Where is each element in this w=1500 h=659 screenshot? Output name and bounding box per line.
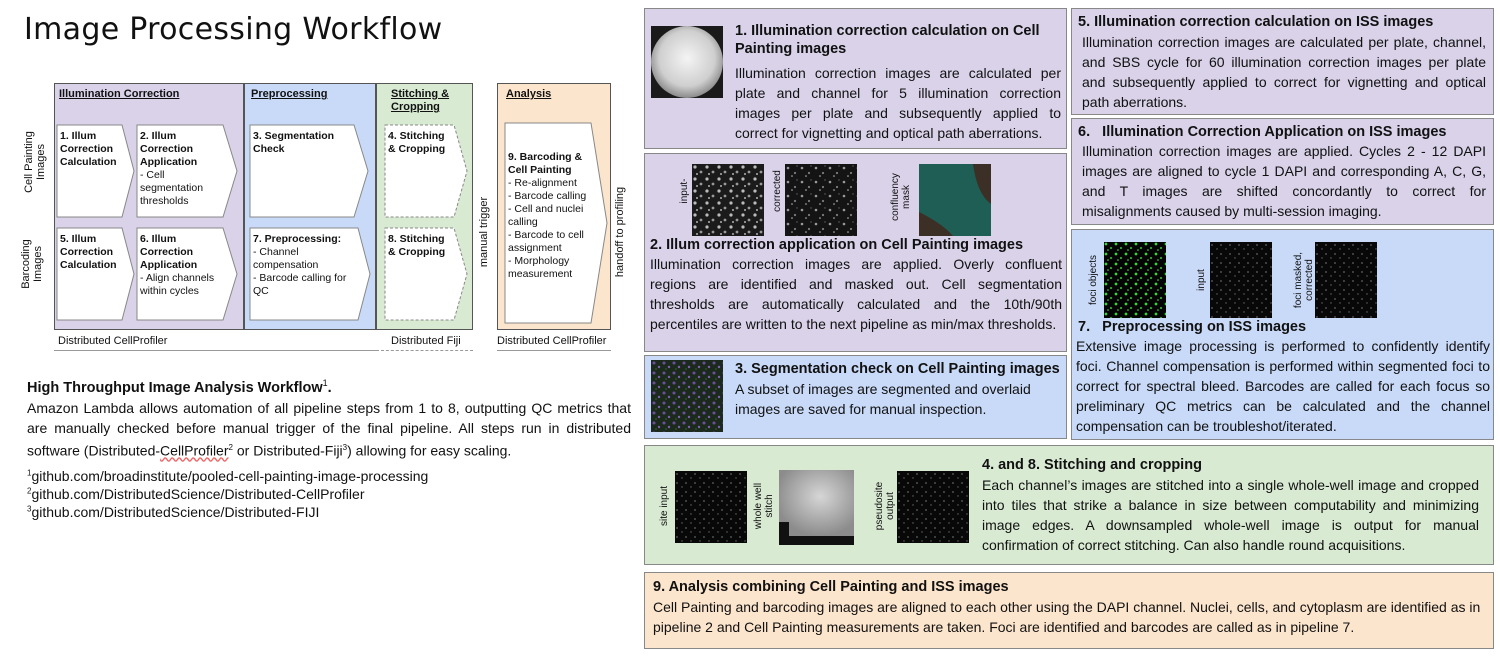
- footer-distributed-cellprofiler-analysis: Distributed CellProfiler: [497, 335, 607, 347]
- panel-7-input-image: [1210, 242, 1272, 318]
- reference-link-3[interactable]: 3github.com/DistributedScience/Distribut…: [27, 504, 320, 520]
- step-7-title: 7. Preprocessing:: [253, 233, 342, 245]
- panel-7-label-foci-objects: foci objects: [1088, 254, 1099, 306]
- step-3-title: 3. Segmentation Check: [253, 130, 335, 155]
- panel-48-title: 4. and 8. Stitching and cropping: [982, 457, 1202, 473]
- panel-7-body: Extensive image processing is performed …: [1076, 338, 1490, 434]
- panel-5-body: Illumination correction images are calcu…: [1082, 34, 1486, 110]
- step-7-detail: - Channel compensation - Barcode calling…: [253, 246, 347, 297]
- page-title: Image Processing Workflow: [24, 12, 443, 47]
- panel-6-body: Illumination correction images are appli…: [1082, 143, 1486, 219]
- step-9-detail: - Re-alignment - Barcode calling - Cell …: [508, 177, 587, 280]
- panel-48-whole-well-image: [779, 470, 854, 545]
- footer-line-analysis: [497, 350, 611, 351]
- panel-1-body: Illumination correction images are calcu…: [735, 65, 1061, 141]
- step-9-title: 9. Barcoding & Cell Painting: [508, 151, 583, 176]
- section-title-preprocessing: Preprocessing: [251, 88, 328, 100]
- panel-7-label-foci-masked: foci masked, corrected: [1293, 251, 1315, 309]
- panel-7-title: 7. Preprocessing on ISS images: [1078, 319, 1307, 335]
- step-3-arrow: 3. Segmentation Check: [249, 124, 369, 218]
- panel-5-title: 5. Illumination correction calculation o…: [1078, 14, 1434, 30]
- panel-6-illum-apply-iss: 6. Illumination Correction Application o…: [1071, 118, 1494, 225]
- row-label-barcoding: Barcoding Images: [20, 239, 44, 289]
- panel-3-body: A subset of images are segmented and ove…: [735, 381, 1031, 417]
- panel-5-illum-calc-iss: 5. Illumination correction calculation o…: [1071, 8, 1494, 115]
- step-6-title: 6. Illum Correction Application: [140, 233, 198, 271]
- step-1-arrow: 1. Illum Correction Calculation: [56, 124, 135, 218]
- panel-2-label-input: input-: [679, 178, 690, 204]
- step-7-arrow: 7. Preprocessing: - Channel compensation …: [249, 227, 371, 321]
- panel-2-label-corrected: corrected: [772, 170, 783, 212]
- section-title-illumination: Illumination Correction: [59, 88, 180, 100]
- panel-9-body: Cell Painting and barcoding images are a…: [653, 599, 1481, 635]
- panel-48-site-input-image: [675, 471, 747, 543]
- step-8-title: 8. Stitching & Cropping: [388, 233, 446, 258]
- panel-2-input-image: [692, 164, 764, 236]
- step-6-detail: - Align channels within cycles: [140, 272, 215, 297]
- panel-4-8-stitching: site input whole well stitch pseudosite …: [644, 445, 1494, 565]
- footer-distributed-fiji: Distributed Fiji: [391, 335, 461, 347]
- panel-48-body: Each channel’s images are stitched into …: [982, 477, 1479, 553]
- panel-9-analysis: 9. Analysis combining Cell Painting and …: [644, 572, 1494, 649]
- panel-48-pseudosite-image: [897, 471, 969, 543]
- panel-2-title: 2. Illum correction application on Cell …: [650, 237, 1024, 253]
- panel-48-label-pseudosite: pseudosite output: [874, 481, 896, 531]
- handoff-label: handoff to profiling: [614, 186, 626, 278]
- reference-link-1[interactable]: 1github.com/broadinstitute/pooled-cell-p…: [27, 468, 429, 484]
- panel-2-label-confluency: confluency mask: [890, 173, 912, 221]
- panel-2-corrected-image: [785, 164, 857, 236]
- step-4-arrow: 4. Stitching & Cropping: [384, 124, 468, 218]
- step-4-title: 4. Stitching & Cropping: [388, 130, 446, 155]
- panel-6-title: 6. Illumination Correction Application o…: [1078, 124, 1447, 140]
- panel-3-segmentation-check: 3. Segmentation check on Cell Painting i…: [644, 355, 1067, 439]
- panel-7-foci-objects-image: [1104, 242, 1166, 318]
- step-2-title: 2. Illum Correction Application: [140, 130, 198, 168]
- step-2-arrow: 2. Illum Correction Application - Cell se…: [136, 124, 238, 218]
- step-9-arrow: 9. Barcoding & Cell Painting - Re-alignme…: [504, 122, 608, 324]
- panel-1-title: 1. Illumination correction calculation o…: [735, 23, 1040, 57]
- manual-trigger-label: manual trigger: [478, 196, 490, 268]
- panel-7-foci-masked-image: [1315, 242, 1377, 318]
- illum-correction-image: [651, 26, 723, 98]
- step-6-arrow: 6. Illum Correction Application - Align c…: [136, 227, 238, 321]
- step-2-detail: - Cell segmentation thresholds: [140, 169, 204, 207]
- panel-7-preprocessing-iss: foci objects input foci masked, correcte…: [1071, 229, 1494, 440]
- workflow-body: Amazon Lambda allows automation of all p…: [27, 400, 631, 459]
- reference-link-2[interactable]: 2github.com/DistributedScience/Distribut…: [27, 486, 365, 502]
- panel-3-segmentation-image: [651, 360, 723, 432]
- panel-3-title: 3. Segmentation check on Cell Painting i…: [735, 361, 1060, 377]
- section-title-stitching: Stitching & Cropping: [391, 88, 450, 113]
- panel-2-confluency-image: [919, 164, 991, 236]
- footer-line-fiji: [376, 350, 473, 351]
- step-8-arrow: 8. Stitching & Cropping: [384, 227, 468, 321]
- step-1-title: 1. Illum Correction Calculation: [60, 130, 117, 168]
- footer-distributed-cellprofiler: Distributed CellProfiler: [58, 335, 168, 347]
- panel-2-body: Illumination correction images are appli…: [650, 256, 1062, 332]
- footer-line-cellprofiler: [54, 350, 376, 351]
- step-5-arrow: 5. Illum Correction Calculation: [56, 227, 135, 321]
- panel-48-label-whole-well: whole well stitch: [753, 482, 775, 530]
- row-label-cell-painting: Cell Painting Images: [23, 131, 47, 193]
- workflow-title: High Throughput Image Analysis Workflow1…: [27, 378, 332, 396]
- panel-1-illum-calc-cp: 1. Illumination correction calculation o…: [644, 8, 1067, 149]
- panel-2-illum-apply-cp: input- corrected confluency mask 2. Illu…: [644, 153, 1067, 352]
- panel-9-title: 9. Analysis combining Cell Painting and …: [653, 579, 1009, 595]
- section-title-analysis: Analysis: [506, 88, 552, 100]
- panel-7-label-input: input: [1196, 269, 1207, 291]
- step-5-title: 5. Illum Correction Calculation: [60, 233, 117, 271]
- panel-48-label-site-input: site input: [659, 485, 670, 527]
